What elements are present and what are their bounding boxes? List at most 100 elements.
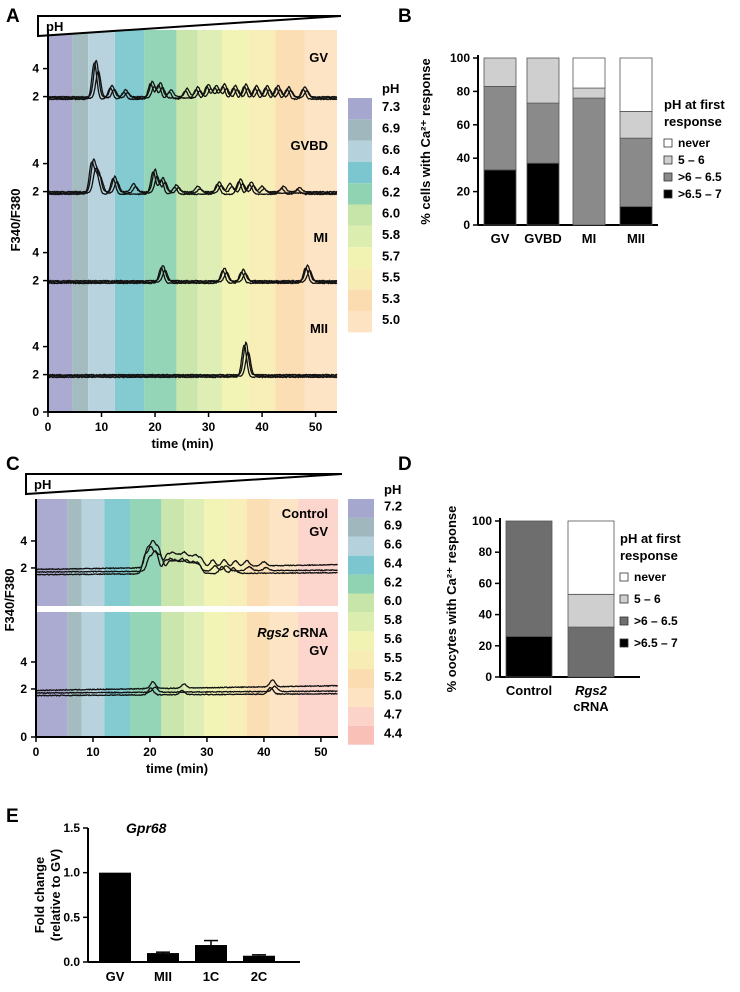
ph-legend-value: 6.0 (384, 593, 402, 608)
x-tick-label: 50 (314, 745, 328, 759)
y-tick-label: 0 (20, 730, 27, 744)
chart-title: Gpr68 (126, 820, 167, 836)
ph-legend-swatch (348, 688, 374, 707)
ph-legend-swatch (348, 612, 374, 632)
y-tick-label: 100 (450, 51, 470, 65)
y-tick-label: 2 (20, 682, 27, 696)
ph-band (104, 499, 131, 737)
ph-legend-title: pH (382, 81, 399, 96)
ph-legend-value: 6.4 (384, 555, 403, 570)
legend-title-line2: response (664, 114, 722, 129)
legend-label-6-6-5: >6 – 6.5 (678, 170, 722, 184)
x-axis-label: time (min) (151, 436, 213, 451)
legend-swatch-6-6-5 (619, 616, 629, 626)
bar-segment-gv-5-6 (483, 57, 517, 87)
series-label-gvbd: GVBD (290, 138, 328, 153)
x-tick-label: 10 (95, 420, 109, 434)
trace-line-mi-3 (47, 267, 338, 285)
y-tick-label: 0.5 (63, 910, 80, 924)
legend-label-5-6: 5 – 6 (678, 153, 705, 167)
ph-legend-value: 6.4 (382, 163, 401, 178)
panel-letter-a: A (6, 6, 20, 27)
series-label-rgs2-crna-gv: Rgs2 cRNA (257, 625, 328, 640)
y-tick-label: 0 (32, 405, 39, 419)
ph-gradient-wedge (37, 15, 342, 38)
ph-legend-value: 5.8 (382, 227, 400, 242)
legend-label-6-5-7: >6.5 – 7 (678, 187, 722, 201)
bar-segment-gvbd-5-6 (526, 57, 560, 104)
y-tick-label: 80 (479, 545, 493, 559)
ph-band (81, 499, 105, 737)
ph-band (304, 30, 337, 412)
trace-line-gvbd-3 (47, 160, 338, 196)
ph-legend-value: 6.6 (384, 537, 402, 552)
legend-swatch-6-5-7 (663, 189, 673, 199)
y-tick-label: 60 (457, 118, 471, 132)
legend-label-never: never (634, 570, 666, 584)
ph-legend-value: 5.0 (382, 312, 400, 327)
ph-band (130, 499, 162, 737)
x-tick-label: Control (506, 683, 552, 698)
ph-legend-swatch (348, 204, 372, 226)
bar-segment-mii-6-6-5 (619, 137, 653, 208)
ph-gradient-wedge (25, 473, 343, 496)
y-tick-label: 20 (479, 639, 493, 653)
bar-segment-mi-6-6-5 (572, 97, 606, 226)
panel-letter-c: C (6, 454, 20, 475)
ph-legend-value: 6.9 (382, 121, 400, 136)
y-axis-label-line1: Fold change (32, 857, 47, 934)
ph-legend-swatch (348, 225, 372, 248)
panel-letter-e: E (6, 806, 19, 827)
bar-gv (99, 872, 131, 962)
ph-legend-swatch (348, 183, 372, 205)
construct: cRNA (289, 625, 329, 640)
legend-swatch-6-6-5 (663, 172, 673, 182)
y-tick-label: 4 (20, 534, 27, 548)
y-tick-label: 4 (32, 246, 39, 260)
y-tick-label: 80 (457, 84, 471, 98)
trace-group-mi (47, 264, 338, 285)
bar-segment-rgs2-crna-6-6-5 (567, 626, 615, 678)
bar-segment-gv-6-6-5 (483, 85, 517, 171)
bar-segment-control-6-6-5 (505, 520, 553, 637)
trace-line-rgs2-crna-gv-3 (35, 686, 338, 697)
ph-legend-title: pH (384, 482, 401, 497)
ph-legend-swatch (348, 98, 372, 120)
x-tick-label: 40 (255, 420, 269, 434)
legend-swatch-5-6 (619, 594, 629, 604)
bar-segment-control-6-5-7 (505, 636, 553, 678)
ph-gradient-label: pH (34, 477, 51, 492)
bar-segment-gvbd-6-6-5 (526, 102, 560, 164)
bar-segment-mii-5-6 (619, 111, 653, 139)
legend-label-never: never (678, 136, 710, 150)
ph-legend-value: 6.9 (384, 518, 402, 533)
legend-label-5-6: 5 – 6 (634, 592, 661, 606)
ph-legend-swatch (348, 161, 372, 184)
y-tick-label: 2 (20, 561, 27, 575)
ph-legend-swatch (348, 311, 372, 333)
y-tick-label: 4 (20, 655, 27, 669)
ph-legend-swatch (348, 669, 374, 688)
ph-band (67, 499, 82, 737)
bar-segment-mi-never (572, 57, 606, 89)
legend-swatch-5-6 (663, 155, 673, 165)
y-tick-label: 0 (485, 670, 492, 684)
ph-legend-value: 6.6 (382, 142, 400, 157)
ph-gradient-label: pH (46, 19, 63, 34)
bar-1c (195, 945, 227, 962)
y-tick-label: 2 (32, 274, 39, 288)
y-tick-label: 2 (32, 185, 39, 199)
ph-band (184, 499, 205, 737)
legend-label-6-5-7: >6.5 – 7 (634, 636, 678, 650)
ph-legend-swatch (348, 247, 372, 269)
trace-line-mii-2 (47, 350, 338, 378)
y-tick-label: 20 (457, 185, 471, 199)
ph-band (246, 499, 270, 737)
legend-title-line1: pH at first (620, 531, 681, 546)
trace-line-control-gv-1 (35, 539, 338, 571)
ph-legend-value: 5.5 (382, 270, 400, 285)
trace-group-gvbd (47, 158, 338, 196)
ph-band (176, 30, 198, 412)
y-axis-label: F340/F380 (8, 189, 23, 252)
x-tick-label: GV (491, 231, 510, 246)
